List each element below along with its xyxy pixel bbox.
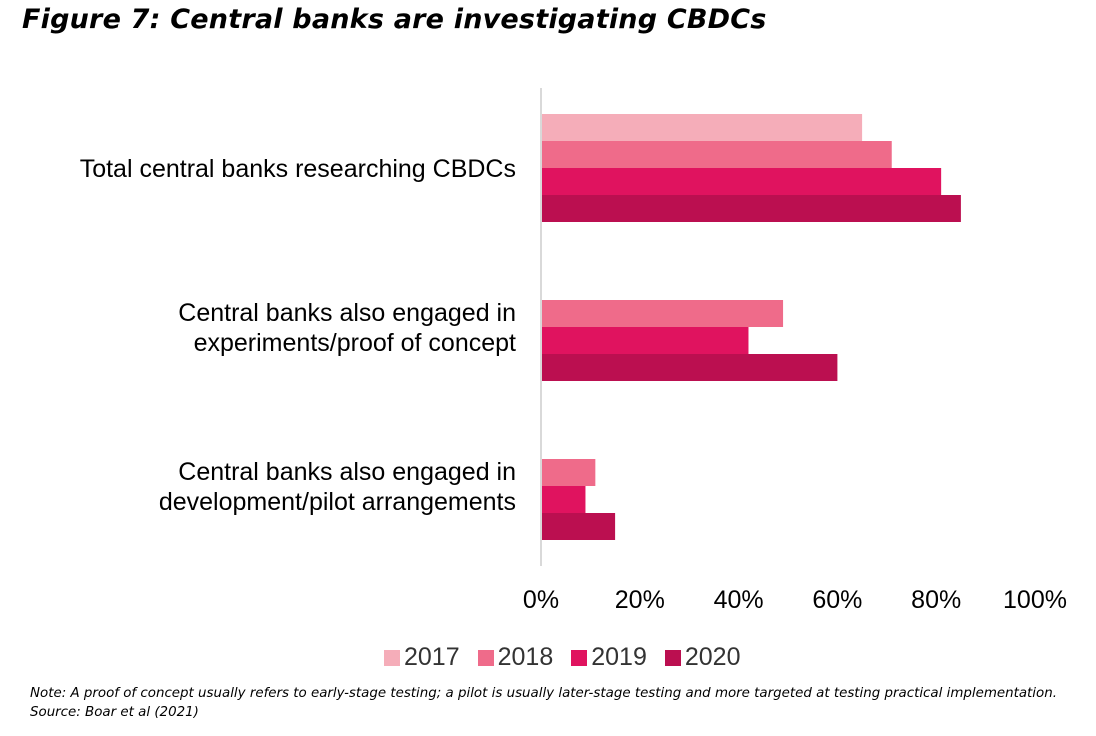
legend-item-2017: 2017 (384, 643, 460, 672)
bar-2018-cat2 (541, 459, 596, 486)
category-label-1-line-1: experiments/proof of concept (194, 329, 516, 357)
bar-2018-cat1 (541, 300, 784, 327)
category-label-0-line-0: Total central banks researching CBDCs (80, 155, 516, 183)
bar-2017-cat0 (541, 114, 863, 141)
category-labels: Total central banks researching CBDCs Cen… (80, 155, 516, 516)
legend-item-2018: 2018 (477, 643, 554, 672)
category-label-2-line-1: development/pilot arrangements (159, 488, 516, 516)
bars-group (541, 114, 961, 540)
legend-label-2020: 2020 (684, 643, 741, 671)
x-tick-4: 80% (911, 586, 961, 614)
x-tick-labels: 0% 20% 40% 60% 80% 100% (523, 586, 1067, 614)
bar-2019-cat2 (541, 486, 586, 513)
bar-2020-cat0 (541, 195, 961, 222)
x-tick-3: 60% (812, 586, 862, 614)
bar-2020-cat2 (541, 513, 616, 540)
bar-chart: Total central banks researching CBDCs Cen… (80, 88, 1067, 614)
bar-2019-cat1 (541, 327, 749, 354)
category-label-2-line-0: Central banks also engaged in (178, 458, 516, 486)
legend-swatch-2017 (384, 649, 400, 666)
category-label-1-line-0: Central banks also engaged in (178, 299, 516, 327)
x-tick-0: 0% (523, 586, 559, 614)
legend-label-2018: 2018 (497, 643, 554, 671)
legend: 2017 2018 2019 2020 (384, 643, 741, 672)
bar-2018-cat0 (541, 141, 892, 168)
figure-note: Note: A proof of concept usually refers … (30, 686, 1057, 720)
legend-label-2019: 2019 (591, 643, 647, 671)
x-tick-1: 20% (615, 586, 665, 614)
legend-swatch-2018 (477, 649, 494, 666)
figure-title: Figure 7: Central banks are investigatin… (22, 4, 767, 35)
legend-item-2019: 2019 (571, 643, 647, 672)
legend-item-2020: 2020 (664, 643, 741, 672)
bar-2019-cat0 (541, 168, 942, 195)
x-tick-2: 40% (714, 586, 764, 614)
legend-swatch-2019 (571, 649, 588, 666)
bar-2020-cat1 (541, 354, 838, 381)
x-tick-5: 100% (1003, 586, 1067, 614)
legend-swatch-2020 (664, 649, 681, 666)
legend-label-2017: 2017 (404, 643, 460, 671)
